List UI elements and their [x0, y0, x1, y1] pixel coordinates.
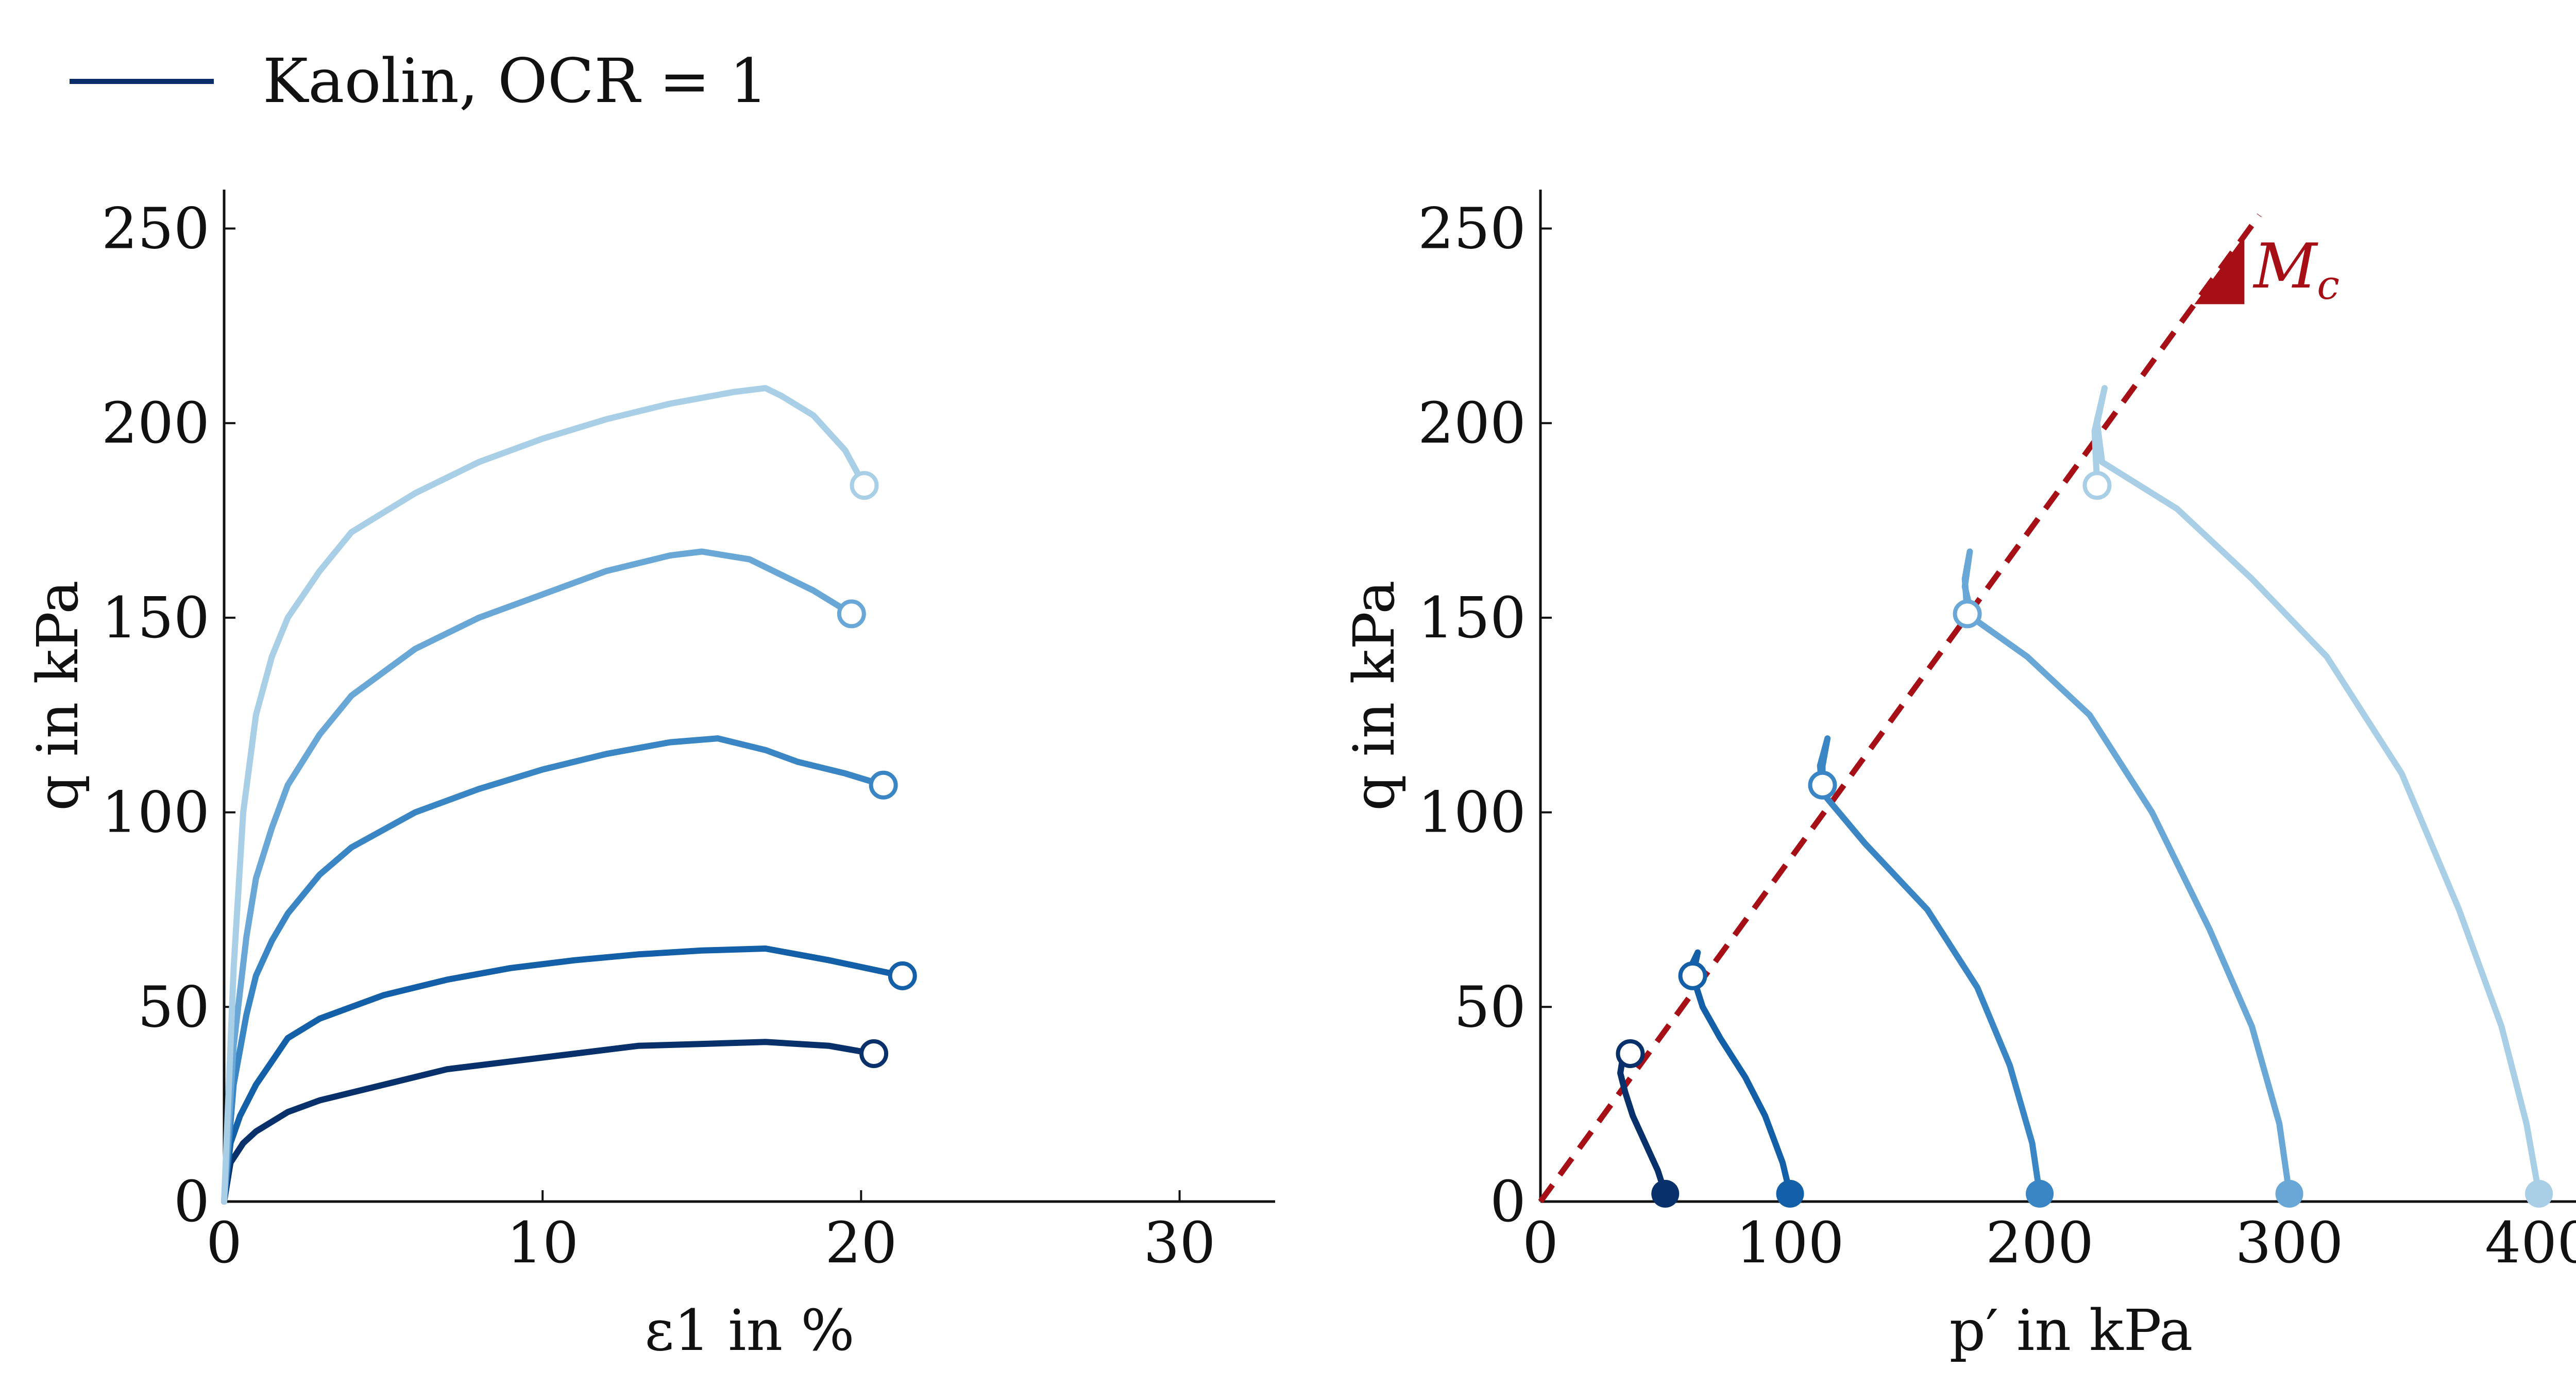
- left-end-marker: [850, 471, 879, 500]
- left-x-axis-label: ε1 in %: [645, 1297, 854, 1363]
- right-end-marker: [2082, 471, 2112, 500]
- stress-path-plot: 0 100 200 300 400 0 50 100 150 200 250 Mc p′ in kP…: [1341, 190, 2576, 1363]
- right-x-tick-label: 400: [2485, 1210, 2576, 1276]
- left-series-line: [221, 548, 855, 1205]
- right-start-marker: [2026, 1179, 2054, 1208]
- left-y-tick-label: 0: [174, 1169, 210, 1235]
- right-y-tick-label: 100: [1418, 780, 1526, 846]
- right-x-tick-label: 300: [2235, 1210, 2344, 1276]
- right-x-axis-label: p′ in kPa: [1950, 1297, 2193, 1363]
- right-series-line: [1817, 735, 2043, 1197]
- left-y-tick-label: 200: [101, 390, 210, 456]
- right-series-line: [1961, 548, 2293, 1197]
- right-y-axis-label: q in kPa: [1341, 580, 1407, 811]
- left-x-tick-label: 30: [1144, 1210, 1216, 1276]
- mc-label: Mc: [2252, 231, 2340, 309]
- legend: Kaolin, OCR = 1: [70, 45, 768, 116]
- right-series: [1616, 385, 2553, 1208]
- left-y-tick-label: 100: [101, 780, 210, 846]
- right-end-marker: [1808, 770, 1837, 800]
- right-y-tick-label: 50: [1454, 974, 1526, 1040]
- right-y-tick-label: 0: [1490, 1169, 1526, 1235]
- left-y-tick-label: 250: [101, 196, 210, 262]
- left-y-tick-label: 150: [101, 585, 210, 651]
- right-end-marker: [1953, 599, 1982, 629]
- right-series-line: [1617, 1051, 1669, 1197]
- left-end-marker: [888, 961, 917, 990]
- right-ticks: 0 100 200 300 400 0 50 100 150 200 250: [1418, 196, 2576, 1276]
- mc-slope-triangle: [2194, 235, 2245, 305]
- right-series-line: [1687, 949, 1793, 1197]
- mc-line: [1538, 213, 2262, 1204]
- legend-label: Kaolin, OCR = 1: [263, 45, 768, 116]
- left-y-axis-label: q in kPa: [25, 580, 91, 811]
- left-series-line: [221, 945, 906, 1205]
- left-ticks: 0 10 20 30 0 50 100 150 200 250: [101, 196, 1216, 1276]
- left-x-tick-label: 0: [206, 1210, 242, 1276]
- right-start-marker: [1651, 1179, 1680, 1208]
- left-end-marker: [869, 770, 898, 800]
- left-y-tick-label: 50: [138, 974, 210, 1040]
- left-x-tick-label: 10: [506, 1210, 579, 1276]
- left-series: [221, 385, 917, 1205]
- left-series-line: [221, 385, 868, 1205]
- left-x-tick-label: 20: [825, 1210, 897, 1276]
- right-x-tick-label: 200: [1986, 1210, 2094, 1276]
- left-series-line: [221, 1039, 877, 1205]
- right-y-tick-label: 200: [1418, 390, 1526, 456]
- right-y-tick-label: 150: [1418, 585, 1526, 651]
- right-x-tick-label: 100: [1736, 1210, 1844, 1276]
- right-x-tick-label: 0: [1522, 1210, 1558, 1276]
- stress-strain-plot: 0 10 20 30 0 50 100 150 200 250 ε1 in % q in kPa: [25, 190, 1275, 1363]
- right-y-tick-label: 250: [1418, 196, 1526, 262]
- right-series-line: [2091, 385, 2543, 1197]
- critical-state-line: Mc: [1538, 213, 2340, 1204]
- right-start-marker: [2275, 1179, 2303, 1208]
- left-end-marker: [859, 1039, 889, 1068]
- right-start-marker: [2525, 1179, 2553, 1208]
- right-end-marker: [1678, 961, 1707, 990]
- left-series-line: [221, 735, 887, 1205]
- left-end-marker: [837, 599, 866, 629]
- right-start-marker: [1776, 1179, 1804, 1208]
- right-end-marker: [1616, 1039, 1645, 1068]
